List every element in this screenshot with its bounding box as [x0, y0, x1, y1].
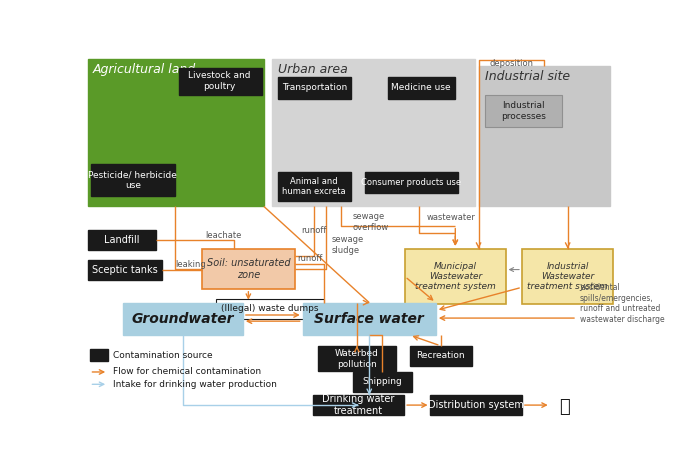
Bar [88, 59, 264, 206]
Text: Industrial
Wastewater
treatment system: Industrial Wastewater treatment system [527, 262, 608, 291]
Text: Sceptic tanks: Sceptic tanks [92, 265, 158, 274]
Text: Consumer products use: Consumer products use [361, 178, 461, 187]
Bar [430, 395, 522, 415]
Bar [90, 349, 108, 361]
Text: Livestock and
poultry: Livestock and poultry [188, 71, 251, 91]
Bar [388, 77, 456, 98]
Bar [91, 164, 175, 197]
Bar [312, 395, 404, 415]
Text: Animal and
human excreta: Animal and human excreta [282, 177, 346, 196]
Text: Recreation: Recreation [416, 351, 465, 360]
Text: Landfill: Landfill [104, 234, 140, 244]
Bar [88, 229, 156, 250]
Text: sewage
sludge: sewage sludge [332, 235, 364, 255]
Text: Industrial
processes: Industrial processes [501, 101, 546, 121]
Text: deposition: deposition [490, 59, 534, 68]
Bar [364, 172, 458, 193]
Bar [479, 66, 610, 206]
Text: leachate: leachate [206, 231, 242, 240]
Text: Urban area: Urban area [278, 63, 347, 76]
Text: Medicine use: Medicine use [391, 83, 451, 92]
Text: Distribution system: Distribution system [428, 400, 524, 410]
Bar [272, 59, 475, 206]
Bar [123, 303, 243, 335]
Text: Intake for drinking water production: Intake for drinking water production [113, 380, 277, 389]
Bar [522, 249, 613, 304]
Text: sewage
overflow: sewage overflow [353, 212, 389, 232]
Bar [88, 259, 162, 280]
Text: Surface water: Surface water [314, 312, 424, 326]
Text: Municipal
Wastewater
treatment system: Municipal Wastewater treatment system [415, 262, 496, 291]
Text: 🚰: 🚰 [559, 398, 570, 416]
Text: Groundwater: Groundwater [132, 312, 234, 326]
Bar [278, 77, 351, 98]
Text: (Illegal) waste dumps: (Illegal) waste dumps [221, 304, 319, 313]
Bar [485, 95, 562, 127]
Text: Agricultural land: Agricultural land [92, 63, 196, 76]
Bar [202, 249, 295, 289]
Text: Flow for chemical contamination: Flow for chemical contamination [113, 368, 261, 377]
Text: runoff: runoff [301, 226, 327, 235]
Text: Drinking water
treatment: Drinking water treatment [322, 394, 395, 416]
Bar [303, 303, 436, 335]
Bar [353, 372, 412, 392]
Text: Transportation: Transportation [282, 83, 347, 92]
Text: Shipping: Shipping [362, 378, 402, 386]
Text: Waterbed
pollution: Waterbed pollution [335, 349, 379, 369]
Text: leaking: leaking [175, 260, 206, 270]
Text: Industrial site: Industrial site [485, 70, 570, 83]
Bar [278, 172, 351, 201]
Text: Pesticide/ herbicide
use: Pesticide/ herbicide use [88, 171, 177, 190]
Bar [410, 346, 471, 366]
Bar [405, 249, 506, 304]
Bar [216, 299, 324, 319]
Bar [179, 68, 262, 95]
Text: wastewater: wastewater [427, 213, 475, 222]
Text: accidental
spills/emergencies,
runoff and untreated
wastewater discharge: accidental spills/emergencies, runoff an… [580, 283, 664, 324]
Text: runoff: runoff [298, 254, 323, 263]
Text: Contamination source: Contamination source [113, 350, 212, 360]
Bar [318, 346, 396, 371]
Text: Soil: unsaturated
zone: Soil: unsaturated zone [207, 258, 290, 280]
